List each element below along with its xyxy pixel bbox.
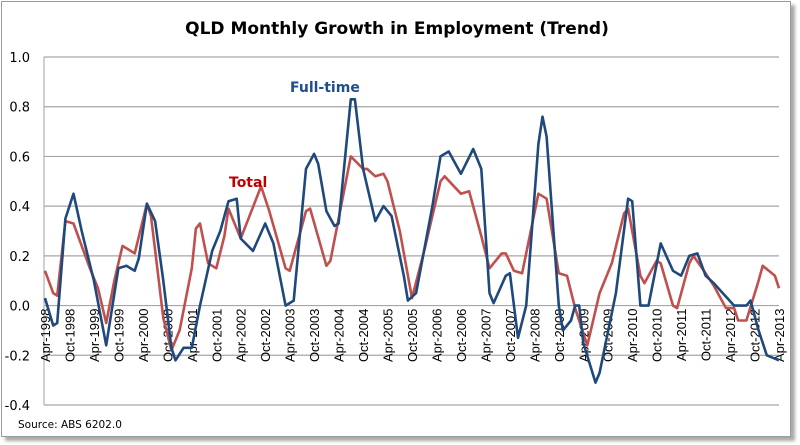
x-tick-label: Apr-2011 bbox=[674, 309, 689, 362]
x-tick-label: Oct-1999 bbox=[111, 309, 126, 362]
x-tick-label: Oct-2012 bbox=[748, 309, 763, 362]
x-tick-label: Apr-2007 bbox=[478, 309, 493, 362]
x-tick-label: Apr-2003 bbox=[283, 309, 298, 362]
y-axis-ticks: -0.4 -0.2 0.0 0.2 0.4 0.6 0.8 1.0 bbox=[5, 51, 30, 414]
x-tick-label: Oct-2005 bbox=[405, 309, 420, 362]
series-label-total: Total bbox=[229, 175, 267, 191]
x-tick-label: Apr-2012 bbox=[723, 309, 738, 362]
series-line-total bbox=[43, 155, 781, 352]
x-tick-label: Apr-2000 bbox=[136, 309, 151, 362]
gridlines bbox=[43, 56, 779, 406]
source-note: Source: ABS 6202.0 bbox=[18, 419, 122, 431]
x-tick-label: Oct-2004 bbox=[356, 309, 371, 362]
x-tick-label: Oct-2006 bbox=[454, 309, 469, 362]
x-tick-label: Apr-1998 bbox=[38, 309, 53, 362]
x-tick-label: Oct-2003 bbox=[307, 309, 322, 362]
y-tick-label: 0.6 bbox=[9, 150, 30, 165]
series-label-full-time: Full-time bbox=[290, 80, 360, 96]
x-tick-label: Apr-2005 bbox=[381, 309, 396, 362]
x-axis-ticks: Apr-1998 Oct-1998 Apr-1999 Oct-1999 Apr-2000… bbox=[38, 309, 787, 362]
x-tick-label: Apr-2006 bbox=[429, 309, 444, 362]
x-tick-label: Oct-2001 bbox=[209, 309, 224, 362]
x-tick-label: Apr-2010 bbox=[625, 309, 640, 362]
x-tick-label: Apr-2008 bbox=[527, 309, 542, 362]
y-tick-label: 0.2 bbox=[9, 250, 30, 265]
x-tick-label: Oct-1998 bbox=[62, 309, 77, 362]
y-tick-label: -0.2 bbox=[5, 349, 30, 364]
x-tick-label: Oct-2002 bbox=[258, 309, 273, 362]
y-tick-label: 1.0 bbox=[9, 51, 30, 66]
x-tick-label: Apr-2004 bbox=[332, 309, 347, 362]
x-tick-label: Oct-2011 bbox=[699, 309, 714, 362]
x-tick-label: Oct-2010 bbox=[650, 309, 665, 362]
y-tick-label: -0.4 bbox=[5, 399, 30, 414]
x-tick-label: Apr-2013 bbox=[772, 309, 787, 362]
x-tick-label: Oct-2008 bbox=[552, 309, 567, 362]
y-tick-label: 0.4 bbox=[9, 200, 30, 215]
y-tick-label: 0.8 bbox=[9, 101, 30, 116]
y-tick-label: 0.0 bbox=[9, 300, 30, 315]
x-tick-label: Oct-2007 bbox=[503, 309, 518, 362]
series-lines bbox=[43, 98, 781, 384]
series-line-full-time bbox=[43, 98, 780, 384]
chart-title: QLD Monthly Growth in Employment (Trend) bbox=[185, 19, 609, 39]
x-tick-label: Apr-1999 bbox=[87, 309, 102, 362]
x-tick-label: Apr-2002 bbox=[234, 309, 249, 362]
